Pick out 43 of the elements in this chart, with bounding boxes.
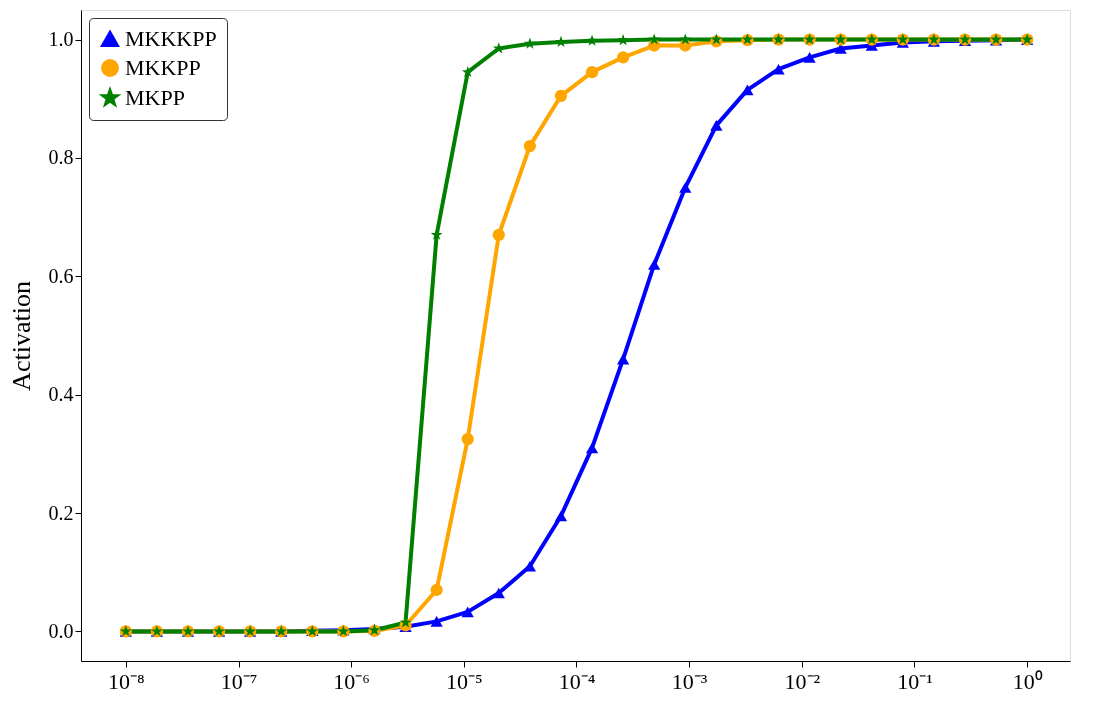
point [617, 51, 630, 64]
x-tick-label: 10⁰ [1012, 668, 1043, 694]
y-tick-label: 1.0 [48, 28, 74, 51]
point [617, 353, 630, 365]
point [617, 34, 629, 46]
point [430, 616, 443, 627]
legend-label: MKKKPP [125, 26, 217, 51]
x-tick-label: 10⁻⁸ [108, 668, 145, 694]
point [461, 66, 474, 78]
point [461, 432, 474, 446]
point [679, 33, 692, 45]
y-tick-label: 0.0 [48, 619, 74, 642]
point [648, 33, 661, 45]
point [492, 587, 505, 599]
point [430, 583, 443, 597]
x-tick-label: 10⁻¹ [897, 668, 933, 694]
x-tick-label: 10⁻⁵ [446, 668, 483, 694]
point [586, 34, 598, 46]
point [524, 37, 536, 49]
point [710, 120, 723, 131]
point [585, 442, 599, 454]
point [679, 182, 692, 193]
point [648, 259, 661, 270]
point [554, 89, 568, 102]
y-tick-label: 0.4 [48, 383, 74, 406]
x-tick-label: 10⁻⁴ [558, 668, 596, 694]
y-tick-label: 0.6 [48, 264, 74, 287]
point [461, 606, 474, 618]
point [585, 66, 599, 79]
point [554, 510, 568, 522]
x-tick-label: 10⁻² [784, 668, 821, 694]
y-tick-label: 0.8 [48, 146, 74, 169]
legend-label: MKKPP [125, 55, 201, 80]
point [523, 140, 537, 153]
point [492, 228, 505, 241]
x-tick-label: 10⁻⁶ [333, 668, 370, 694]
y-axis-title: Activation [6, 281, 36, 391]
x-tick-label: 10⁻³ [671, 668, 708, 694]
point [803, 52, 816, 63]
x-tick-label: 10⁻⁷ [220, 668, 258, 694]
point [741, 84, 754, 96]
y-tick-label: 0.2 [48, 501, 74, 524]
legend-label: MKPP [125, 85, 185, 110]
